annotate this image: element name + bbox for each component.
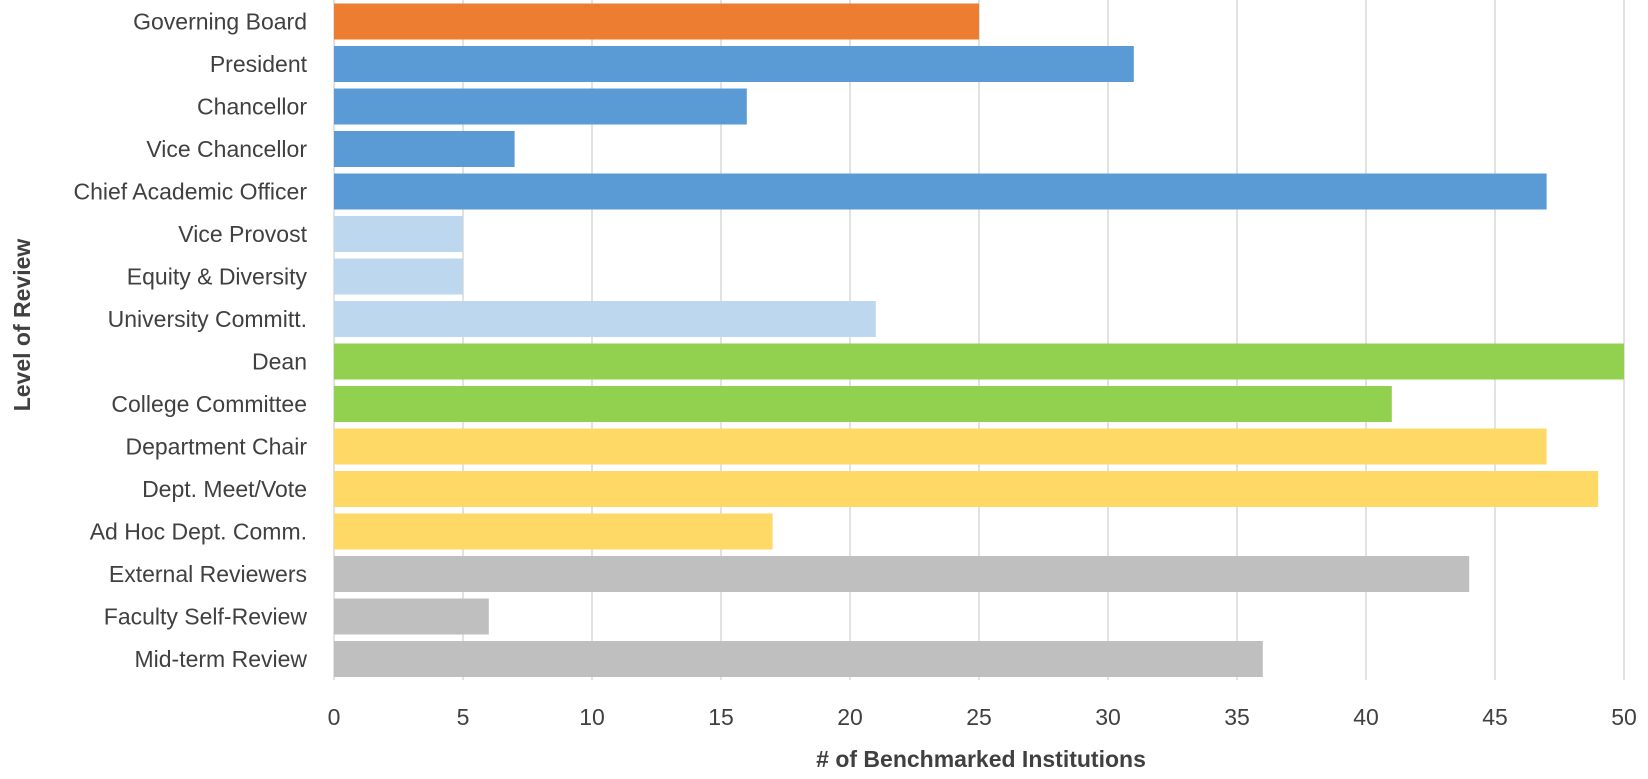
category-label: President <box>210 51 308 77</box>
x-tick-label: 10 <box>579 704 605 730</box>
bar <box>334 301 876 337</box>
category-label: Chancellor <box>197 94 307 120</box>
bar <box>334 46 1134 82</box>
x-tick-label: 45 <box>1482 704 1508 730</box>
category-label: Chief Academic Officer <box>73 179 307 205</box>
bar <box>334 131 515 167</box>
category-label: Faculty Self-Review <box>104 604 308 630</box>
bar <box>334 513 773 550</box>
category-label: Governing Board <box>133 9 307 35</box>
y-axis-title: Level of Review <box>9 239 35 412</box>
x-tick-label: 50 <box>1611 704 1637 730</box>
category-label: Dept. Meet/Vote <box>142 476 307 502</box>
category-label: Vice Provost <box>178 221 307 247</box>
x-tick-label: 5 <box>457 704 470 730</box>
x-tick-label: 25 <box>966 704 992 730</box>
bar <box>334 216 463 252</box>
bar <box>334 556 1470 592</box>
category-label: Equity & Diversity <box>127 264 308 290</box>
category-label: Dean <box>252 349 307 375</box>
x-tick-label: 30 <box>1095 704 1121 730</box>
category-label: Department Chair <box>125 434 307 460</box>
x-axis-title: # of Benchmarked Institutions <box>816 746 1146 772</box>
x-tick-label: 35 <box>1224 704 1250 730</box>
bar <box>334 428 1547 465</box>
category-label: Mid-term Review <box>134 646 307 672</box>
x-tick-label: 15 <box>708 704 734 730</box>
category-label: College Committee <box>111 391 307 417</box>
category-label: University Committ. <box>108 306 307 332</box>
bar <box>334 173 1547 210</box>
bar <box>334 386 1392 422</box>
bar <box>334 258 463 295</box>
bars <box>334 3 1624 677</box>
category-label: Ad Hoc Dept. Comm. <box>90 519 307 545</box>
category-label: Vice Chancellor <box>146 136 307 162</box>
bar <box>334 343 1624 380</box>
x-tick-label: 0 <box>328 704 341 730</box>
category-labels: Governing Board President Chancellor Vice C… <box>73 9 307 673</box>
bar <box>334 3 979 40</box>
bar <box>334 598 489 635</box>
category-label: External Reviewers <box>109 561 307 587</box>
x-tick-labels: 0 5 10 15 20 25 30 35 40 45 50 <box>328 704 1637 730</box>
bar <box>334 471 1599 507</box>
x-tick-label: 20 <box>837 704 863 730</box>
bar <box>334 88 747 125</box>
x-tick-label: 40 <box>1353 704 1379 730</box>
bar <box>334 641 1263 677</box>
